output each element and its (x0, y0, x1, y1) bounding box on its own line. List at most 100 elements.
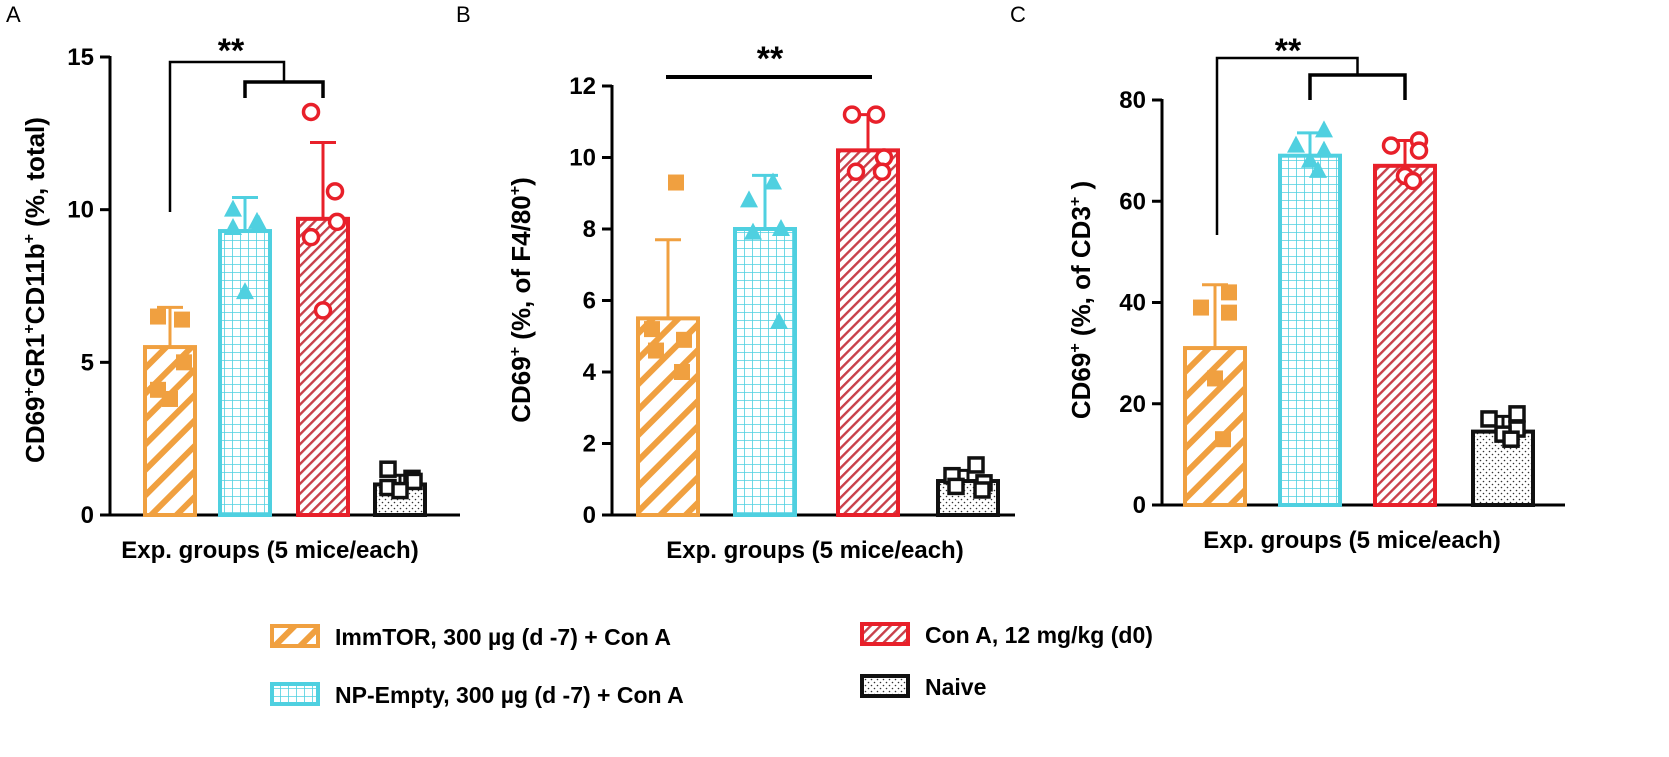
panel-a-y-tick-label: 0 (81, 502, 94, 529)
panel-b-x-axis-label: Exp. groups (5 mice/each) (666, 537, 963, 564)
panel-a-y-tick-label: 5 (81, 349, 94, 376)
panel-letter-a: A (6, 2, 21, 27)
panel-b-point-np_empty (764, 172, 782, 190)
panel-a-bar-con_a (296, 216, 350, 517)
panel-c-point-naive (1480, 410, 1498, 428)
panel-c-y-tick-label: 40 (1119, 290, 1146, 317)
panel-b-y-axis-label: CD69+ (%, of F4/80+) (506, 177, 536, 423)
panel-a-y-axis-label: CD69+GR1+CD11b+ (%, total) (20, 117, 50, 463)
panel-b-y-tick-label: 8 (583, 216, 596, 243)
legend: ImmTOR, 300 µg (d -7) + Con A NP-Empty, … (270, 622, 1153, 708)
legend-label-np-empty: NP-Empty, 300 µg (d -7) + Con A (335, 682, 684, 708)
panel-a-significance-bracket (168, 60, 286, 212)
panel-a-x-axis-label: Exp. groups (5 mice/each) (121, 537, 418, 564)
panel-b-point-naive (973, 481, 991, 499)
panel-b-significance: ** (757, 40, 784, 78)
panel-a-point-np_empty (236, 282, 254, 300)
panel-a-point-np_empty (250, 214, 268, 232)
panel-c-point-immtor (1207, 370, 1223, 387)
legend-label-immtor: ImmTOR, 300 µg (d -7) + Con A (335, 624, 671, 650)
panel-b-bar-np_empty (733, 227, 797, 517)
legend-swatch-con-a (860, 622, 910, 646)
panel-a-bar-np_empty (218, 229, 272, 517)
panel-c-point-np_empty (1301, 150, 1319, 168)
panel-b-y-tick-label: 2 (583, 431, 596, 458)
panel-a-point-con_a (301, 227, 321, 247)
panel-b-point-con_a (842, 105, 862, 124)
legend-swatch-naive (860, 674, 910, 698)
panel-a-significance: ** (218, 32, 245, 70)
panel-b-point-np_empty (770, 311, 788, 329)
panel-c-point-immtor (1215, 431, 1231, 448)
panel-b-point-immtor (674, 364, 690, 380)
panel-a-point-con_a (327, 212, 347, 232)
panel-a-significance-sub-bracket (243, 80, 325, 98)
panel-a-chart: A ** Exp. groups (5 mice/each) CD69+GR1+… (6, 2, 460, 564)
panel-c-y-axis-label: CD69+ (%, of CD3+ ) (1066, 181, 1096, 419)
panel-c-chart: C ** Exp. groups (5 mice/each) CD69+ (%,… (1010, 2, 1565, 554)
panel-a-point-con_a (301, 102, 321, 122)
panel-b-bar-con_a (836, 148, 900, 517)
legend-swatch-immtor (270, 624, 320, 648)
panel-a-point-immtor (176, 354, 192, 371)
panel-b-point-naive (947, 477, 965, 496)
panel-b-point-con_a (874, 148, 894, 167)
panel-a-bar-immtor (143, 345, 197, 518)
panel-a-point-immtor (162, 390, 178, 407)
panel-a-point-immtor (174, 311, 190, 328)
panel-c-y-tick-label: 0 (1133, 492, 1146, 519)
panel-c-point-naive (1508, 405, 1526, 423)
panel-b-y-tick-label: 12 (569, 73, 596, 100)
panel-c-y-tick-label: 20 (1119, 391, 1146, 418)
panel-c-point-np_empty (1315, 120, 1333, 138)
panel-c-point-con_a (1403, 171, 1423, 191)
panel-c-y-tick-label: 60 (1119, 188, 1146, 215)
panel-b-point-naive (967, 456, 985, 474)
panel-c-significance: ** (1275, 32, 1302, 70)
panel-c-bar-np_empty (1278, 153, 1342, 507)
panel-b-point-con_a (866, 105, 886, 124)
panel-b-y-tick-label: 4 (583, 359, 597, 386)
panel-b-bar-immtor (636, 316, 700, 517)
panel-c-y-tick-label: 80 (1119, 87, 1146, 114)
panel-c-significance-sub-bracket (1308, 73, 1407, 100)
panel-c-point-con_a (1409, 141, 1429, 160)
panel-letter-c: C (1010, 2, 1026, 27)
legend-label-naive: Naive (925, 674, 986, 700)
panel-c-point-con_a (1381, 136, 1401, 155)
panel-b-y-tick-label: 6 (583, 288, 596, 315)
panel-a-y-tick-label: 15 (67, 44, 94, 71)
panel-a-point-naive (391, 481, 409, 500)
panel-b-point-np_empty (744, 222, 762, 240)
panel-a-point-naive (379, 460, 397, 478)
panel-c-point-naive (1502, 430, 1520, 448)
panel-b-point-immtor (676, 331, 692, 348)
panel-c-point-np_empty (1309, 160, 1327, 178)
panel-b-point-con_a (872, 162, 892, 182)
panel-b-point-np_empty (772, 219, 790, 236)
panel-c-x-axis-label: Exp. groups (5 mice/each) (1203, 527, 1500, 554)
panel-a-point-immtor (150, 308, 166, 325)
panel-a-point-con_a (325, 182, 345, 201)
panel-c-significance-bracket (1215, 56, 1359, 235)
panel-b-chart: B ** Exp. groups (5 mice/each) CD69+ (%,… (456, 2, 1015, 564)
panel-b-point-immtor (668, 174, 684, 191)
panel-a-point-con_a (313, 301, 333, 320)
panel-c-point-immtor (1193, 299, 1209, 316)
panel-b-y-tick-label: 0 (583, 502, 596, 529)
legend-swatch-np-empty (270, 682, 320, 706)
legend-label-con-a: Con A, 12 mg/kg (d0) (925, 622, 1153, 648)
panel-c-point-immtor (1221, 284, 1237, 301)
panel-c-point-np_empty (1287, 135, 1305, 153)
panel-letter-b: B (456, 2, 471, 27)
panel-c-point-immtor (1221, 304, 1237, 321)
panel-b-point-immtor (648, 342, 664, 359)
panel-b-point-np_empty (740, 190, 758, 208)
panel-a-y-tick-label: 10 (67, 197, 94, 224)
panel-b-y-tick-label: 10 (569, 145, 596, 172)
panel-a-point-np_empty (224, 217, 242, 235)
panel-c-point-np_empty (1315, 140, 1333, 158)
panel-a-point-naive (405, 472, 423, 491)
panel-b-point-con_a (846, 162, 866, 182)
panel-a-point-np_empty (224, 199, 242, 217)
